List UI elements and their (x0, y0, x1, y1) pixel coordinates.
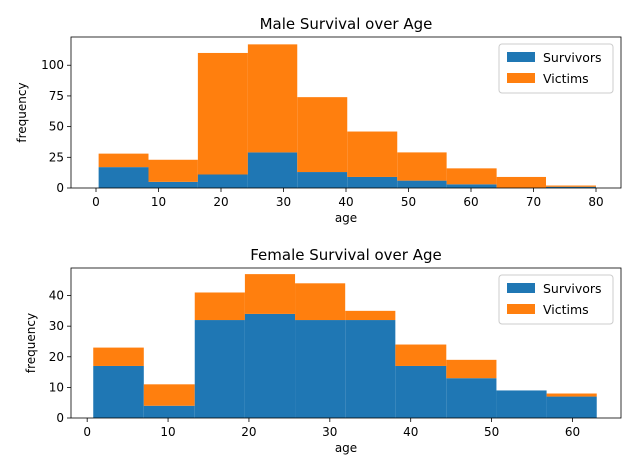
y-tick-label: 30 (49, 319, 64, 333)
x-axis-label: age (335, 441, 357, 455)
x-axis-label: age (335, 211, 357, 225)
legend-label-victims: Victims (543, 71, 589, 86)
legend: Survivors Victims (498, 274, 614, 325)
y-tick-label: 25 (49, 150, 64, 164)
x-tick-label: 30 (322, 425, 337, 439)
bar-victims-bin-1 (148, 159, 198, 182)
x-tick-label: 80 (588, 195, 603, 209)
bar-victims-bin-7 (446, 168, 497, 185)
chart-2: 0 10 20 30 40 50 60 0 10 20 30 40 Female Survival ov… (24, 246, 622, 455)
x-tick-label: 50 (401, 195, 416, 209)
y-tick-label: 0 (56, 411, 64, 425)
x-tick-label: 0 (92, 195, 100, 209)
legend-swatch-survivors (507, 283, 535, 293)
bar-survivors-bin-2 (197, 174, 248, 188)
plot-frame (70, 267, 622, 419)
bar-survivors-bin-3 (244, 313, 296, 418)
legend-swatch-victims (507, 304, 535, 314)
bar-victims-bin-5 (345, 310, 396, 321)
y-tick-label: 20 (49, 350, 64, 364)
bar-survivors-bin-0 (93, 365, 144, 418)
bar-victims-bin-3 (247, 44, 298, 153)
bar-survivors-bin-0 (98, 167, 149, 188)
y-tick-label: 40 (49, 289, 64, 303)
bar-survivors-bin-7 (446, 184, 497, 188)
y-tick-label: 75 (49, 89, 64, 103)
bar-survivors-bin-6 (395, 365, 447, 418)
bar-survivors-bin-1 (143, 405, 195, 418)
bar-victims-bin-5 (347, 131, 398, 177)
bar-survivors-bin-8 (496, 390, 547, 418)
bar-victims-bin-6 (397, 152, 447, 181)
x-tick-label: 10 (151, 195, 166, 209)
legend-swatch-survivors (507, 52, 535, 62)
bar-survivors-bin-9 (546, 396, 597, 418)
bar-victims-bin-0 (93, 347, 144, 366)
bar-victims-bin-9 (546, 185, 596, 187)
x-tick-label: 60 (463, 195, 478, 209)
legend: Survivors Victims (498, 43, 614, 94)
bar-survivors-bin-3 (247, 152, 298, 188)
bar-victims-bin-0 (98, 153, 149, 168)
x-tick-label: 20 (241, 425, 256, 439)
x-tick-label: 30 (276, 195, 291, 209)
bar-victims-bin-3 (244, 274, 296, 314)
y-tick-label: 0 (56, 181, 64, 195)
x-tick-label: 40 (338, 195, 353, 209)
bar-survivors-bin-5 (347, 176, 398, 188)
bar-survivors-bin-5 (345, 320, 396, 418)
bar-victims-bin-6 (395, 344, 447, 366)
legend-swatch-victims (507, 73, 535, 83)
legend-label-victims: Victims (543, 302, 589, 317)
bar-survivors-bin-4 (297, 172, 348, 188)
y-tick-label: 100 (41, 58, 64, 72)
y-axis-label: frequency (24, 313, 38, 373)
bar-victims-bin-4 (295, 283, 346, 321)
legend-label-survivors: Survivors (543, 281, 602, 296)
x-tick-label: 70 (526, 195, 541, 209)
bar-victims-bin-7 (446, 359, 497, 379)
bar-victims-bin-2 (197, 52, 248, 175)
bar-survivors-bin-2 (194, 320, 245, 418)
bar-survivors-bin-4 (295, 320, 346, 418)
y-axis-label: frequency (15, 82, 29, 142)
bar-victims-bin-8 (496, 176, 546, 188)
y-tick-label: 50 (49, 120, 64, 134)
x-tick-label: 40 (403, 425, 418, 439)
x-tick-label: 10 (160, 425, 175, 439)
bar-survivors-bin-9 (546, 186, 596, 188)
y-tick-label: 10 (49, 380, 64, 394)
bar-victims-bin-4 (297, 97, 348, 173)
chart-1: 0 10 20 30 40 50 60 70 80 0 25 50 75 100 Male Survival… (15, 15, 622, 225)
bar-victims-bin-2 (194, 292, 245, 321)
bar-victims-bin-9 (546, 393, 597, 397)
x-tick-label: 0 (83, 425, 91, 439)
bar-survivors-bin-1 (148, 181, 198, 188)
x-tick-label: 50 (484, 425, 499, 439)
bar-survivors-bin-7 (446, 378, 497, 418)
bar-victims-bin-1 (143, 384, 195, 406)
legend-label-survivors: Survivors (543, 50, 602, 65)
bar-survivors-bin-6 (397, 180, 447, 188)
x-tick-label: 60 (565, 425, 580, 439)
chart-title: Male Survival over Age (260, 15, 433, 33)
chart-title: Female Survival over Age (250, 246, 441, 264)
x-tick-label: 20 (213, 195, 228, 209)
